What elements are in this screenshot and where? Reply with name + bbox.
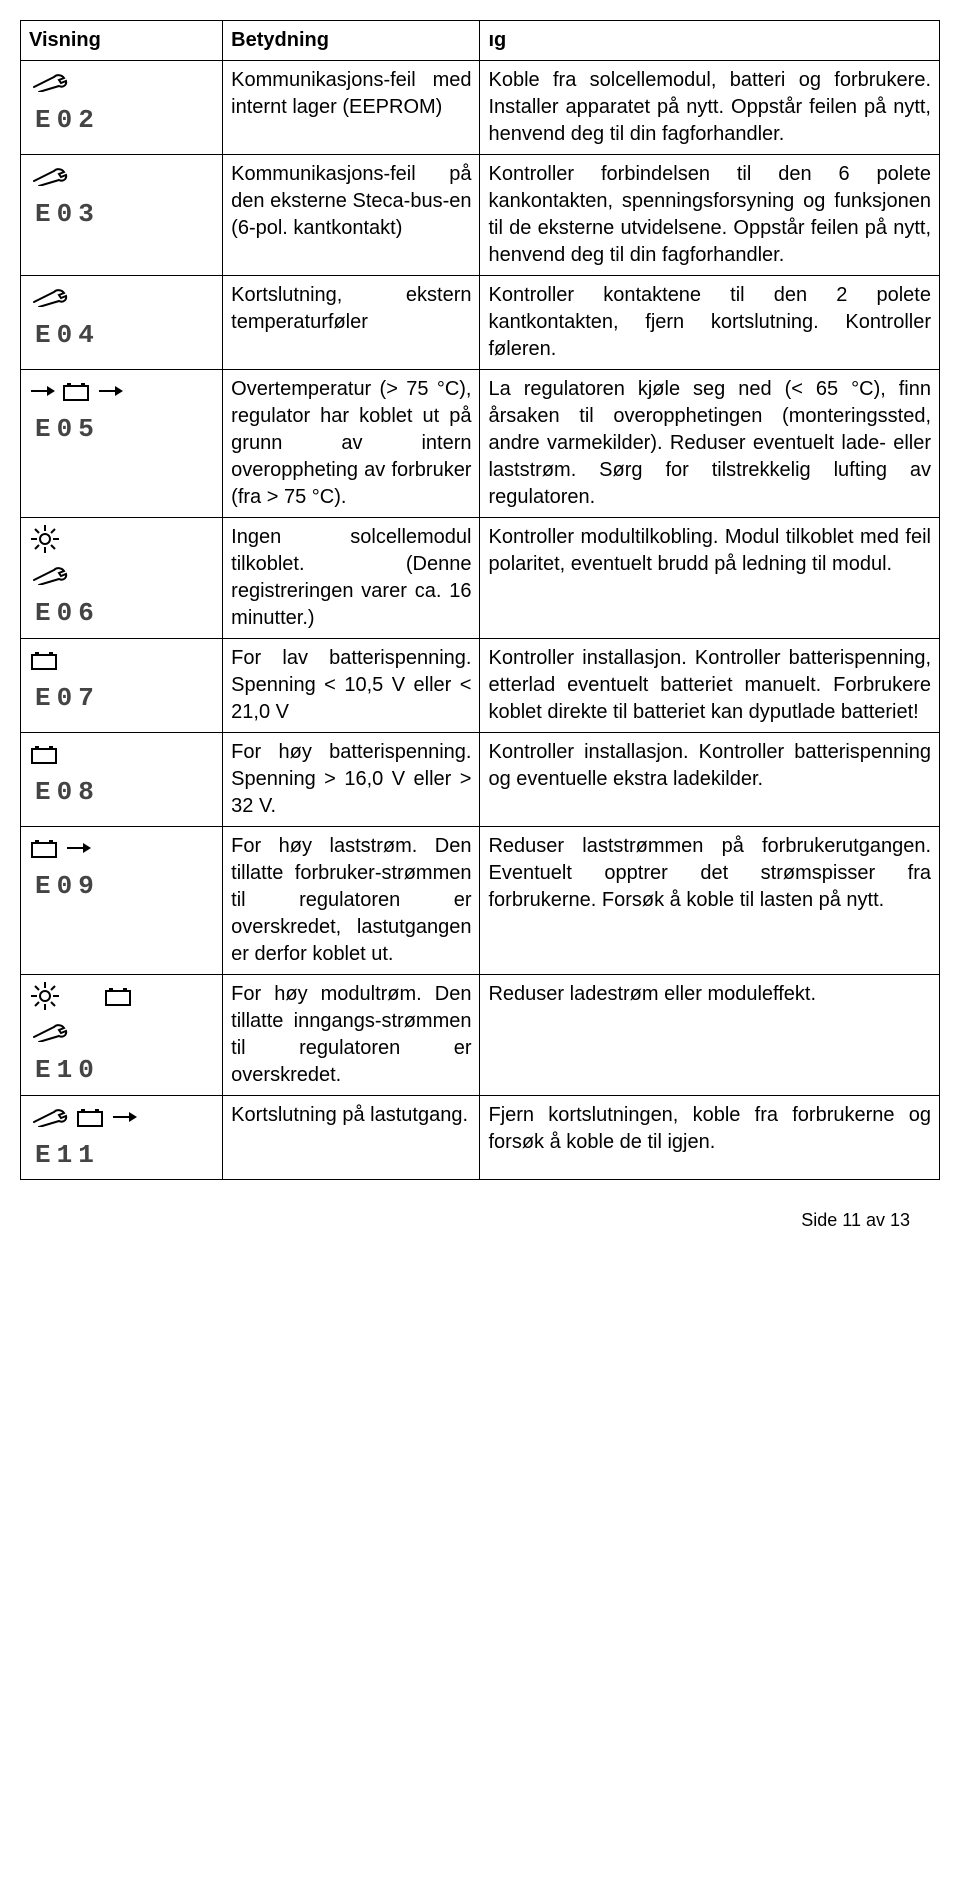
correction-cell: Reduser laststrømmen på forbrukerutgange… [480, 827, 940, 975]
table-row: E10 For høy modultrøm. Den tillatte innga… [21, 975, 940, 1096]
display-cell: E08 [21, 733, 223, 827]
display-cell: E06 [21, 518, 223, 639]
battery-icon [103, 985, 133, 1007]
correction-cell: Kontroller kontaktene til den 2 polete k… [480, 276, 940, 370]
battery-icon [29, 837, 59, 859]
table-row: E08 For høy batterispenning. Spenning > 1… [21, 733, 940, 827]
correction-cell: Kontroller forbindelsen til den 6 polete… [480, 155, 940, 276]
meaning-cell: For høy laststrøm. Den tillatte forbruke… [223, 827, 480, 975]
meaning-cell: For høy modultrøm. Den tillatte inngangs… [223, 975, 480, 1096]
meaning-cell: Kortslutning på lastutgang. [223, 1096, 480, 1180]
header-correction-fragment: ıg [480, 21, 940, 61]
header-visning: Visning [21, 21, 223, 61]
error-code: E10 [35, 1053, 214, 1088]
table-row: E11 Kortslutning på lastutgang.Fjern kort… [21, 1096, 940, 1180]
wrench-icon [29, 166, 69, 186]
display-cell: E02 [21, 61, 223, 155]
wrench-icon [29, 287, 69, 307]
wrench-icon [29, 1022, 69, 1042]
display-cell: E11 [21, 1096, 223, 1180]
arrow-right-icon [65, 840, 91, 856]
display-cell: E09 [21, 827, 223, 975]
table-row: E02 Kommunikasjons-feil med internt lager… [21, 61, 940, 155]
arrow-right-icon [111, 1109, 137, 1125]
error-code: E04 [35, 318, 214, 353]
error-code: E06 [35, 596, 214, 631]
display-cell: E04 [21, 276, 223, 370]
error-code: E02 [35, 103, 214, 138]
correction-cell: Koble fra solcellemodul, batteri og forb… [480, 61, 940, 155]
wrench-icon [29, 565, 69, 585]
page-footer: Side 11 av 13 [20, 1210, 940, 1231]
table-row: E09 For høy laststrøm. Den tillatte forbr… [21, 827, 940, 975]
error-code: E11 [35, 1138, 214, 1173]
header-betydning: Betydning [223, 21, 480, 61]
table-row: E03 Kommunikasjons-feil på den eksterne S… [21, 155, 940, 276]
battery-icon [75, 1106, 105, 1128]
meaning-cell: Kortslutning, ekstern temperaturføler [223, 276, 480, 370]
correction-cell: Reduser ladestrøm eller moduleffekt. [480, 975, 940, 1096]
battery-icon [61, 380, 91, 402]
battery-icon [29, 743, 59, 765]
table-header-row: Visning Betydning ıg [21, 21, 940, 61]
table-row: E05 Overtemperatur (> 75 °C), regulator h… [21, 370, 940, 518]
arrow-right-icon [97, 383, 123, 399]
error-code-table: Visning Betydning ıg E02 Kommunikasjons-f… [20, 20, 940, 1180]
correction-cell: Fjern kortslutningen, koble fra forbruke… [480, 1096, 940, 1180]
error-code: E03 [35, 197, 214, 232]
meaning-cell: For lav batterispenning. Spenning < 10,5… [223, 639, 480, 733]
wrench-icon [29, 72, 69, 92]
display-cell: E03 [21, 155, 223, 276]
correction-cell: Kontroller installasjon. Kontroller batt… [480, 639, 940, 733]
display-cell: E07 [21, 639, 223, 733]
meaning-cell: Ingen solcellemodul tilkoblet. (Denne re… [223, 518, 480, 639]
display-cell: E05 [21, 370, 223, 518]
error-code: E08 [35, 775, 214, 810]
meaning-cell: Kommunikasjons-feil med internt lager (E… [223, 61, 480, 155]
meaning-cell: For høy batterispenning. Spenning > 16,0… [223, 733, 480, 827]
correction-cell: Kontroller modultilkobling. Modul tilkob… [480, 518, 940, 639]
correction-cell: La regulatoren kjøle seg ned (< 65 °C), … [480, 370, 940, 518]
sun-icon [29, 980, 61, 1012]
table-row: E04 Kortslutning, ekstern temperaturføler… [21, 276, 940, 370]
meaning-cell: Overtemperatur (> 75 °C), regulator har … [223, 370, 480, 518]
wrench-icon [29, 1107, 69, 1127]
battery-icon [29, 649, 59, 671]
sun-icon [29, 523, 61, 555]
arrow-right-icon [29, 383, 55, 399]
table-row: E06 Ingen solcellemodul tilkoblet. (Denne… [21, 518, 940, 639]
display-cell: E10 [21, 975, 223, 1096]
correction-cell: Kontroller installasjon. Kontroller batt… [480, 733, 940, 827]
error-code: E07 [35, 681, 214, 716]
meaning-cell: Kommunikasjons-feil på den eksterne Stec… [223, 155, 480, 276]
error-code: E05 [35, 412, 214, 447]
table-row: E07 For lav batterispenning. Spenning < 1… [21, 639, 940, 733]
error-code: E09 [35, 869, 214, 904]
